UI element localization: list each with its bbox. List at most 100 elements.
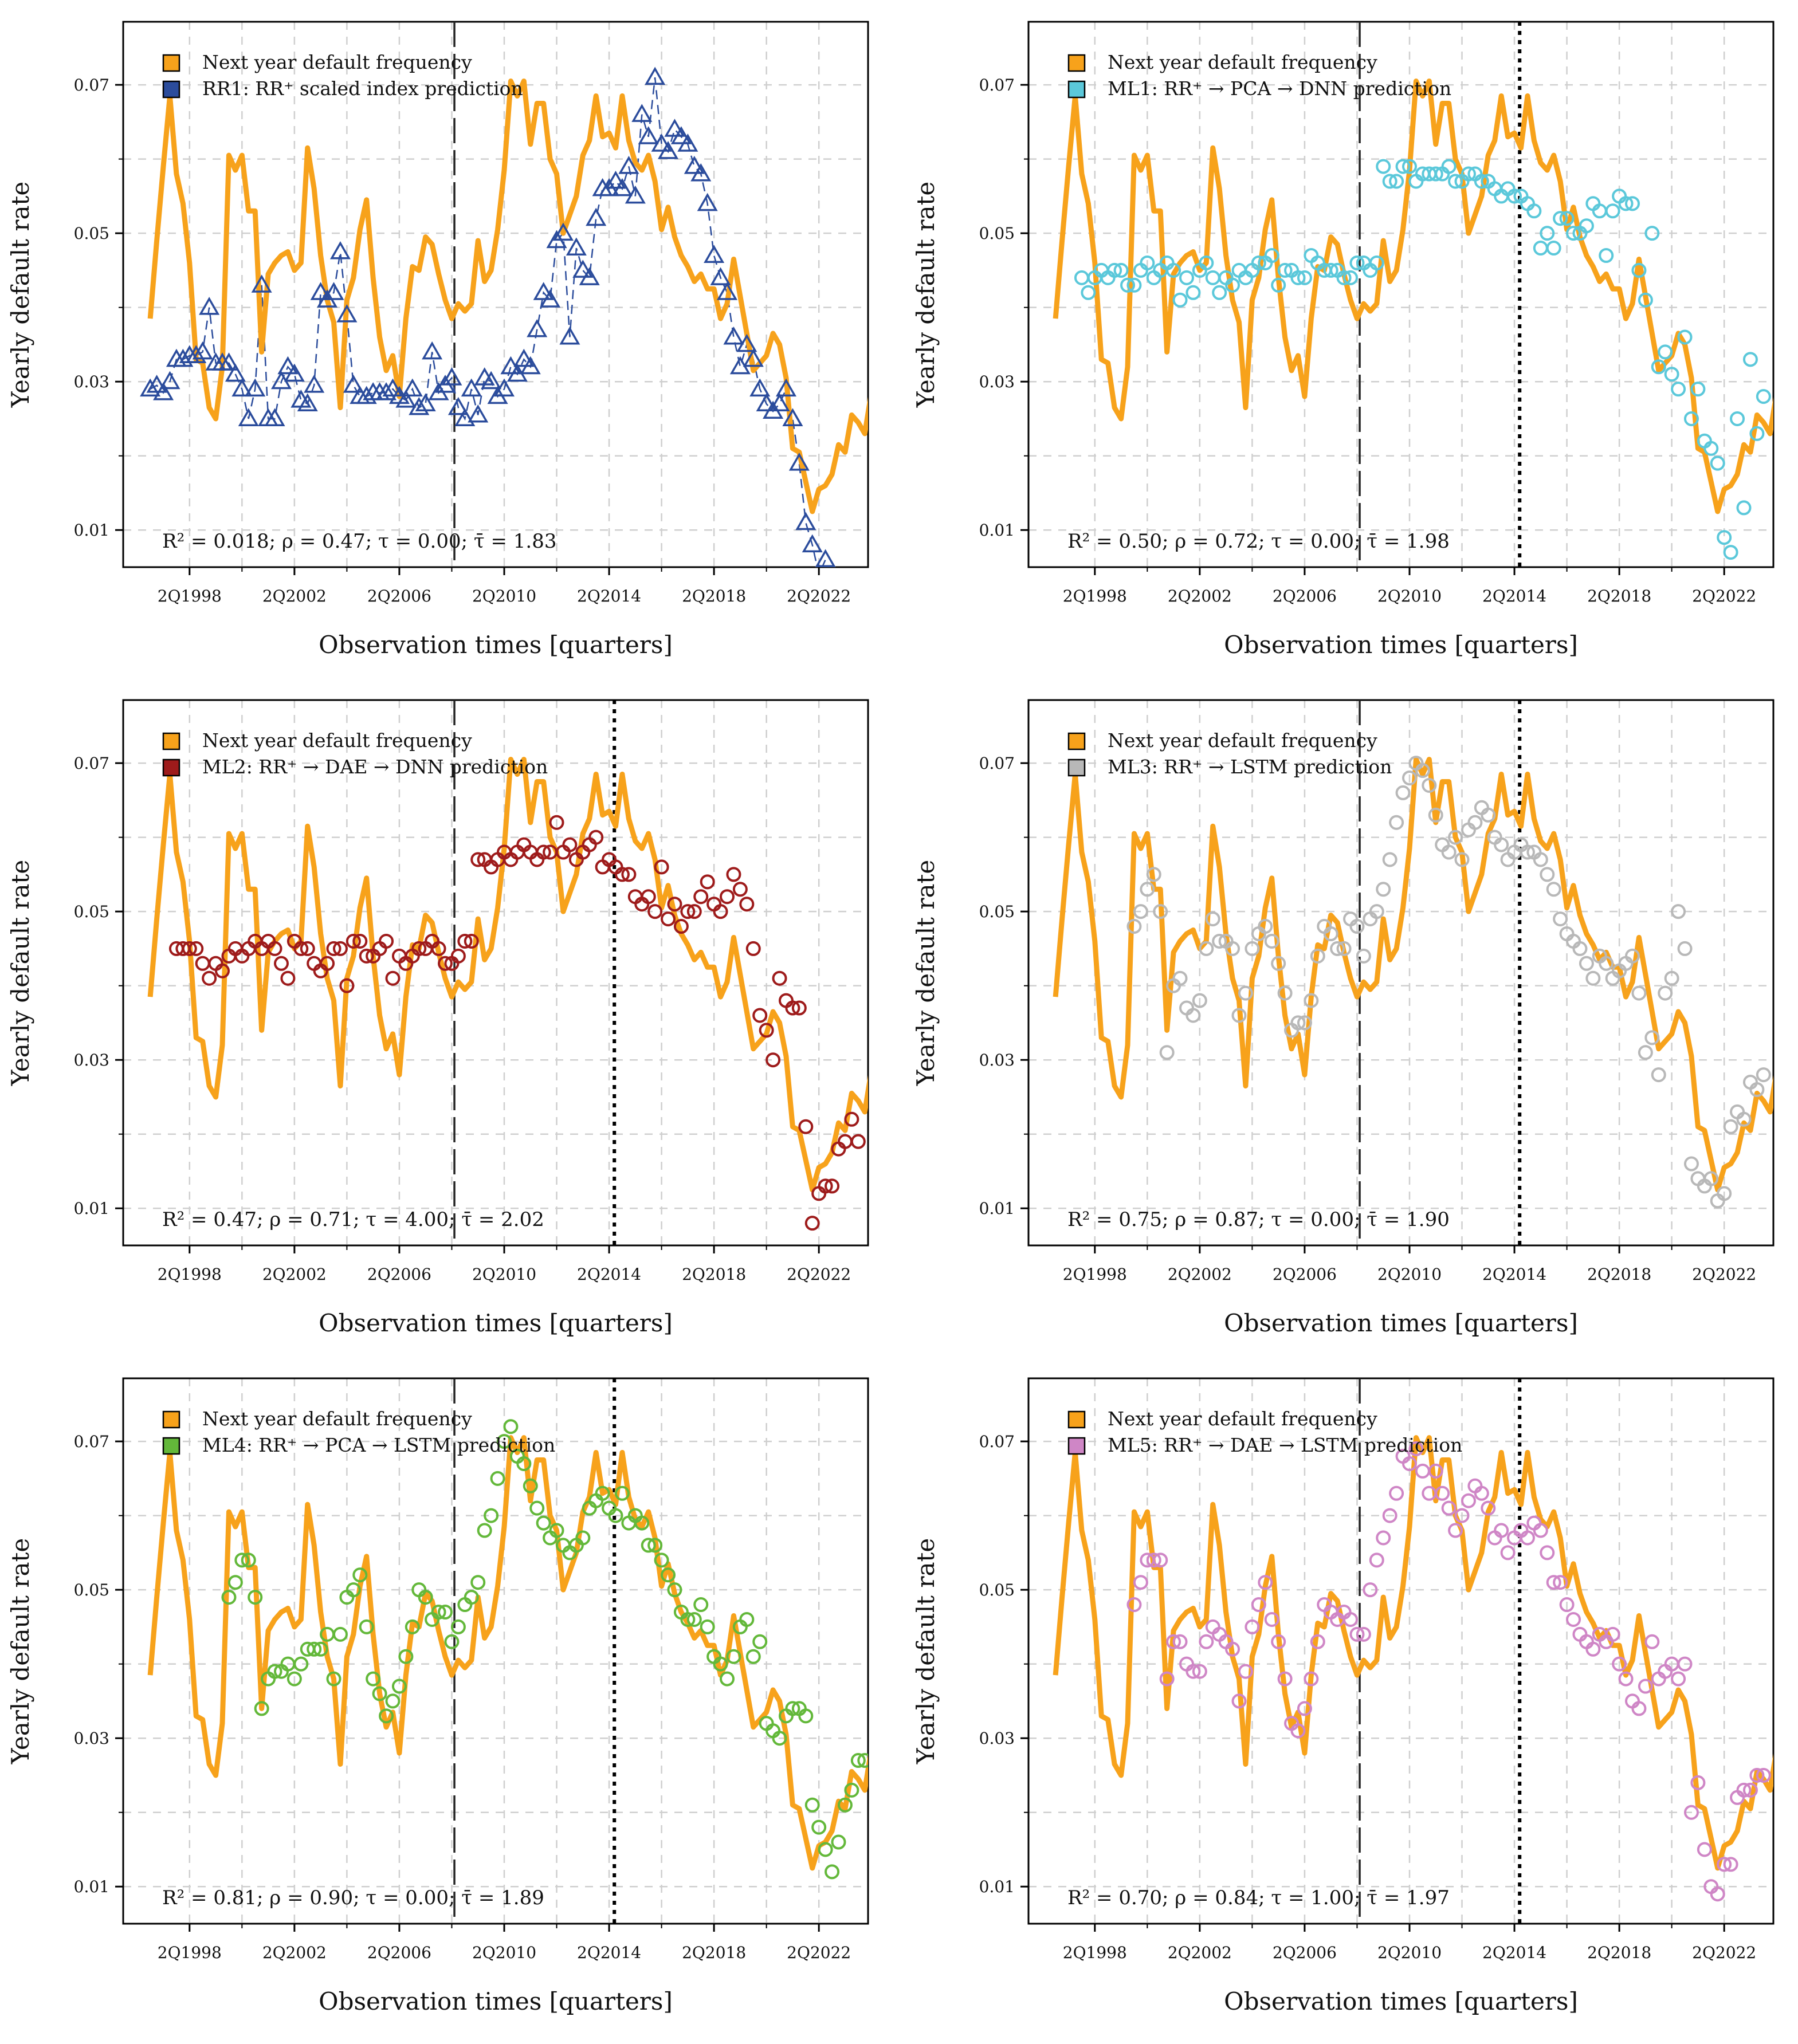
plot-frame: [122, 21, 869, 568]
prediction-point: [720, 1671, 735, 1687]
prediction-point: [379, 1708, 394, 1724]
prediction-point: [1644, 1030, 1660, 1045]
prediction-point: [431, 1605, 446, 1620]
plot-frame: [1027, 1377, 1775, 1925]
prediction-point: [411, 941, 427, 956]
prediction-point: [346, 1582, 361, 1598]
prediction-point: [651, 133, 672, 152]
prediction-point: [667, 897, 682, 912]
prediction-point: [1369, 904, 1384, 919]
prediction-point: [1585, 970, 1601, 986]
prediction-point: [1277, 1671, 1293, 1687]
prediction-point: [1448, 1523, 1463, 1538]
prediction-point: [464, 933, 479, 949]
prediction-point: [1395, 785, 1411, 800]
prediction-point: [1140, 255, 1155, 270]
prediction-point: [1494, 1523, 1509, 1538]
prediction-point: [172, 348, 194, 367]
prediction-point: [395, 390, 417, 408]
prediction-point: [693, 1597, 709, 1613]
prediction-point: [1225, 941, 1240, 956]
prediction-point: [1126, 919, 1142, 934]
x-tick-label: 2Q2018: [682, 587, 746, 606]
plot-frame: [1027, 699, 1775, 1247]
prediction-point: [1664, 367, 1679, 382]
x-tick-label: 2Q1998: [1063, 1943, 1127, 1962]
prediction-point: [1107, 262, 1122, 278]
legend-label-target: Next year default frequency: [1108, 1408, 1377, 1430]
prediction-point: [811, 1819, 827, 1835]
prediction-point: [552, 222, 574, 241]
prediction-point: [1304, 993, 1319, 1008]
x-tick-label: 2Q2010: [1377, 1265, 1442, 1284]
legend-swatch-target: [162, 732, 180, 750]
prediction-point: [320, 956, 335, 971]
prediction-point: [1683, 1156, 1699, 1172]
prediction-point: [245, 378, 266, 397]
prediction-point: [1579, 218, 1594, 234]
prediction-point: [1605, 1626, 1620, 1642]
prediction-point: [1710, 455, 1725, 471]
prediction-point: [1349, 919, 1365, 934]
prediction-point: [1330, 941, 1345, 956]
prediction-point: [1290, 1723, 1306, 1739]
prediction-point: [1546, 241, 1561, 256]
prediction-point: [844, 1782, 859, 1798]
prediction-point: [1264, 248, 1279, 263]
prediction-point: [1389, 815, 1404, 830]
legend-label-target: Next year default frequency: [202, 51, 472, 73]
prediction-point: [595, 1485, 610, 1501]
x-tick-label: 2Q2010: [1377, 1943, 1442, 1962]
prediction-point: [1612, 1656, 1627, 1672]
chart-panel-ml3: 0.01 0.03 0.05 0.07 2Q1998 2Q2002 2Q2006 2Q2010…: [912, 699, 1775, 1337]
prediction-point: [1238, 1664, 1253, 1679]
prediction-point: [1382, 1508, 1397, 1523]
x-tick-label: 2Q2022: [787, 587, 851, 606]
prediction-point: [444, 1634, 460, 1649]
x-tick-label: 2Q2014: [577, 587, 641, 606]
prediction-point: [1658, 985, 1673, 1001]
x-tick-label: 2Q1998: [158, 587, 222, 606]
x-tick-label: 2Q2018: [682, 1265, 746, 1284]
prediction-point: [273, 956, 289, 971]
prediction-point: [1697, 1842, 1712, 1857]
prediction-point: [326, 1671, 341, 1687]
legend-swatch-prediction: [162, 1437, 180, 1455]
prediction-point: [844, 1111, 859, 1127]
prediction-point: [356, 386, 377, 404]
prediction-point: [1343, 270, 1359, 285]
prediction-point: [1199, 255, 1214, 270]
prediction-point: [264, 408, 285, 426]
prediction-point: [759, 1023, 774, 1038]
prediction-point: [1546, 882, 1561, 897]
legend-swatch-target: [1067, 732, 1086, 750]
prediction-point: [791, 1000, 807, 1016]
prediction-point: [765, 1052, 781, 1068]
prediction-point: [267, 1664, 282, 1679]
prediction-point: [1179, 270, 1194, 285]
prediction-point: [1225, 1641, 1240, 1657]
legend-swatch-target: [162, 1410, 180, 1429]
x-tick-label: 2Q2002: [1168, 587, 1232, 606]
prediction-point: [1664, 970, 1679, 986]
prediction-point: [1395, 159, 1411, 174]
prediction-point: [1710, 1886, 1725, 1902]
prediction-point: [527, 319, 548, 337]
prediction-point: [1428, 166, 1443, 182]
prediction-point: [1690, 382, 1706, 397]
prediction-point: [745, 941, 761, 956]
legend-swatch-prediction: [1067, 1437, 1086, 1455]
prediction-point: [218, 352, 240, 371]
prediction-point: [1271, 1634, 1286, 1649]
prediction-point: [1310, 948, 1325, 964]
stats-annotation: R² = 0.018; ρ = 0.47; τ = 0.00; τ̄ = 1.8…: [162, 530, 556, 553]
prediction-point: [588, 830, 604, 845]
y-tick-label: 0.05: [74, 1581, 109, 1599]
prediction-point: [1540, 867, 1555, 882]
prediction-point: [1749, 1082, 1765, 1097]
prediction-point: [1369, 1552, 1384, 1568]
prediction-point: [379, 933, 394, 949]
x-axis-label: Observation times [quarters]: [319, 1987, 673, 2015]
prediction-point: [1251, 1597, 1266, 1613]
prediction-point: [1376, 159, 1391, 174]
